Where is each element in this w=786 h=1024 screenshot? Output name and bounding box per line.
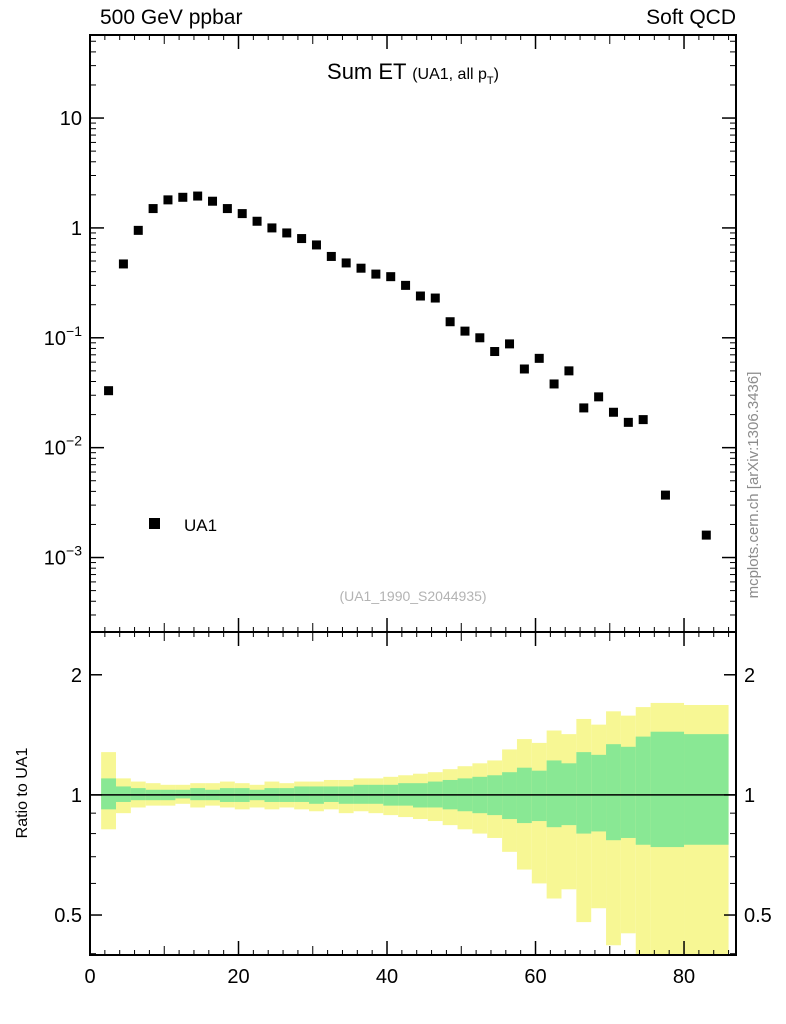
data-point bbox=[564, 366, 574, 376]
data-point bbox=[267, 223, 277, 233]
data-point bbox=[252, 216, 262, 226]
data-point bbox=[475, 333, 485, 343]
data-point bbox=[237, 209, 247, 219]
data-point bbox=[386, 272, 396, 282]
ratio-band-green-bin bbox=[635, 736, 651, 845]
data-point bbox=[534, 353, 544, 363]
plot-title: Sum ET (UA1, all pT) bbox=[327, 59, 499, 87]
data-point bbox=[430, 293, 440, 303]
main-ytick-label: 10−3 bbox=[44, 543, 82, 570]
ratio-ytick-label-right: 0.5 bbox=[744, 905, 772, 927]
data-point bbox=[208, 196, 218, 206]
ratio-panel-frame bbox=[89, 631, 737, 956]
main-ytick-label: 10−1 bbox=[44, 323, 82, 350]
main-ytick-label: 10 bbox=[60, 108, 82, 130]
data-point bbox=[608, 407, 618, 417]
ratio-band-green-bin bbox=[591, 754, 607, 832]
data-point bbox=[222, 204, 232, 214]
data-point bbox=[297, 234, 307, 244]
data-point bbox=[356, 263, 366, 273]
data-point bbox=[326, 251, 336, 261]
data-point bbox=[118, 259, 128, 269]
data-point bbox=[638, 415, 648, 425]
main-ytick-label: 1 bbox=[71, 218, 82, 240]
ratio-band-green-bin bbox=[576, 752, 592, 834]
data-point bbox=[282, 228, 292, 238]
legend: UA1 bbox=[149, 516, 217, 535]
process-label: Soft QCD bbox=[646, 6, 736, 29]
ratio-band-green-bin bbox=[620, 746, 636, 838]
xtick-label: 40 bbox=[376, 966, 398, 988]
data-point bbox=[341, 258, 351, 268]
data-point bbox=[371, 269, 381, 279]
data-point bbox=[549, 379, 559, 389]
ratio-band-green-bin bbox=[606, 744, 621, 841]
data-point bbox=[660, 490, 670, 500]
analysis-watermark: (UA1_1990_S2044935) bbox=[339, 588, 486, 604]
ratio-ytick-label-right: 2 bbox=[744, 665, 755, 687]
legend-label: UA1 bbox=[184, 516, 217, 535]
data-point bbox=[133, 225, 143, 235]
ratio-band-green-bin bbox=[175, 789, 191, 799]
ratio-band-green-bin bbox=[101, 778, 116, 810]
beam-energy-label: 500 GeV ppbar bbox=[100, 6, 243, 29]
legend-marker-square bbox=[149, 518, 160, 529]
ratio-band-green-bin bbox=[546, 760, 562, 828]
data-point bbox=[460, 326, 470, 336]
main-panel-frame bbox=[89, 34, 737, 633]
data-point bbox=[519, 364, 529, 374]
data-point bbox=[311, 240, 321, 250]
ratio-ytick-label-right: 1 bbox=[744, 785, 755, 807]
ua1-data-points bbox=[104, 191, 711, 540]
data-point bbox=[415, 291, 425, 301]
mcplots-side-label: mcplots.cern.ch [arXiv:1306.3436] bbox=[745, 372, 762, 599]
ratio-band-green-bin bbox=[190, 788, 206, 801]
data-point bbox=[163, 195, 173, 205]
data-point bbox=[193, 191, 203, 201]
ratio-band-green-bin bbox=[650, 731, 685, 848]
data-point bbox=[445, 317, 455, 327]
ratio-ytick-label-left: 1 bbox=[71, 785, 82, 807]
data-point bbox=[148, 204, 158, 214]
data-point bbox=[623, 417, 633, 427]
xtick-label: 20 bbox=[227, 966, 249, 988]
data-point bbox=[401, 280, 411, 290]
xtick-label: 0 bbox=[84, 966, 95, 988]
data-point bbox=[505, 339, 515, 349]
data-point bbox=[579, 403, 589, 413]
xtick-label: 60 bbox=[524, 966, 546, 988]
ratio-axis-title: Ratio to UA1 bbox=[14, 748, 31, 839]
axis-ticks bbox=[89, 35, 736, 955]
ratio-band-green bbox=[101, 731, 729, 848]
data-point bbox=[104, 386, 114, 396]
data-point bbox=[490, 347, 500, 357]
data-point bbox=[594, 392, 604, 402]
ratio-ytick-label-left: 2 bbox=[71, 665, 82, 687]
data-point bbox=[178, 192, 188, 202]
ratio-ytick-label-left: 0.5 bbox=[54, 905, 82, 927]
xtick-label: 80 bbox=[673, 966, 695, 988]
main-ytick-label: 10−2 bbox=[44, 433, 82, 460]
ratio-band-green-bin bbox=[130, 788, 146, 801]
ratio-band-green-bin bbox=[531, 770, 547, 822]
ratio-band-green-bin bbox=[684, 734, 729, 845]
data-point bbox=[701, 530, 711, 540]
